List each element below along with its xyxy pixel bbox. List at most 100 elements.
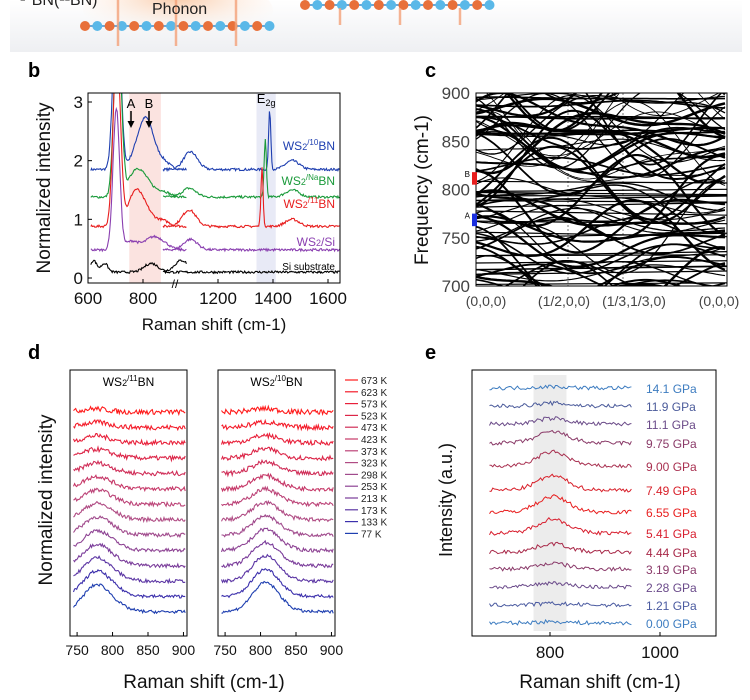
legend-label: 323 K bbox=[361, 459, 387, 470]
temperature-spectrum bbox=[72, 433, 186, 447]
phonon-band bbox=[476, 115, 726, 172]
phonon-band bbox=[476, 204, 726, 234]
y-tick-label: 1 bbox=[74, 210, 83, 229]
phonon-band bbox=[476, 132, 726, 196]
panel-label-b: b bbox=[28, 60, 41, 82]
temperature-spectrum bbox=[73, 515, 186, 539]
pressure-spectrum bbox=[489, 561, 632, 572]
series-label-part: /Na bbox=[306, 173, 319, 182]
x-tick-label: 600 bbox=[74, 289, 102, 308]
atom bbox=[80, 21, 90, 31]
subplot-title-part: WS bbox=[103, 375, 122, 389]
temperature-spectrum bbox=[221, 499, 334, 523]
atom bbox=[264, 21, 275, 31]
pressure-label: 11.1 GPa bbox=[646, 418, 696, 432]
atom bbox=[472, 0, 483, 10]
pressure-spectrum bbox=[489, 541, 632, 555]
temperature-spectrum bbox=[221, 567, 334, 599]
atom-chains bbox=[80, 0, 495, 46]
atom bbox=[116, 21, 127, 31]
temperature-spectrum bbox=[220, 446, 334, 462]
x-tick-label: 800 bbox=[129, 289, 157, 308]
temperature-spectrum bbox=[73, 459, 186, 477]
temperature-spectrum bbox=[73, 445, 186, 463]
subplot-frame bbox=[217, 369, 336, 637]
e2g-sub: 2g bbox=[265, 98, 275, 108]
y-tick-label: 700 bbox=[442, 277, 470, 296]
y-tick-label: 0 bbox=[74, 269, 83, 288]
subplot-title-part: 2 bbox=[122, 378, 127, 388]
temperature-spectrum bbox=[221, 485, 334, 508]
spectrum-line-2 bbox=[162, 167, 340, 229]
phonon-band bbox=[476, 169, 726, 254]
spectra-group bbox=[90, 93, 340, 275]
temperature-spectrum bbox=[221, 513, 334, 538]
atom bbox=[447, 0, 458, 10]
phonon-band bbox=[476, 110, 726, 180]
y-tick-label: 850 bbox=[442, 132, 470, 151]
legend-label: 623 K bbox=[361, 388, 387, 399]
phonon-band bbox=[476, 246, 726, 286]
pressure-label: 6.55 GPa bbox=[646, 506, 697, 520]
annotation-e2g: E2g bbox=[257, 91, 276, 108]
temperature-spectrum bbox=[220, 527, 334, 554]
legend-label: 253 K bbox=[361, 482, 387, 493]
subplot-title-part: BN bbox=[138, 375, 155, 389]
pressure-spectrum bbox=[489, 473, 632, 493]
pressure-label: 0.00 GPa bbox=[646, 617, 697, 631]
phonon-band bbox=[476, 93, 726, 169]
x-tick-label: 1400 bbox=[254, 289, 292, 308]
temperature-spectrum bbox=[73, 405, 186, 417]
flat-band bbox=[476, 282, 727, 286]
phonon-band bbox=[476, 245, 726, 286]
atom bbox=[324, 0, 335, 10]
temperature-spectrum bbox=[220, 431, 334, 447]
arrow-head bbox=[127, 121, 135, 128]
mode-marker-B bbox=[472, 172, 477, 185]
flat-band bbox=[476, 270, 727, 276]
atom bbox=[484, 0, 495, 10]
spectrum-line-3 bbox=[90, 106, 187, 253]
pressure-label: 4.44 GPa bbox=[646, 546, 697, 560]
subplot-title: WS2/10BN bbox=[250, 374, 302, 389]
flat-band bbox=[476, 254, 727, 257]
y-tick-label: 3 bbox=[74, 93, 83, 112]
atom bbox=[435, 0, 446, 10]
atom bbox=[336, 0, 347, 10]
spectrum-line-2 bbox=[90, 93, 187, 229]
legend-label: 473 K bbox=[361, 423, 387, 434]
phonon-band bbox=[476, 93, 721, 117]
y-tick-label: 800 bbox=[442, 181, 470, 200]
subplot-title: WS2/11BN bbox=[103, 374, 155, 389]
x-tick-label: (1/3,1/3,0) bbox=[602, 293, 666, 309]
pressure-spectrum bbox=[489, 384, 632, 391]
temperature-spectrum bbox=[73, 500, 186, 524]
x-tick-label: 900 bbox=[172, 642, 196, 658]
phonon-band bbox=[542, 93, 621, 104]
x-axis-label: Raman shift (cm-1) bbox=[123, 672, 285, 693]
material-label: ¹⁰BN(¹¹BN) bbox=[20, 0, 98, 9]
series-label-part: 2 bbox=[302, 142, 307, 152]
y-tick-label: 2 bbox=[74, 152, 83, 171]
x-tick-label: 850 bbox=[136, 642, 160, 658]
x-tick-label: (1/2,0,0) bbox=[538, 293, 590, 309]
pressure-spectrum bbox=[489, 429, 632, 446]
atom bbox=[252, 21, 263, 31]
pressure-label: 9.00 GPa bbox=[646, 460, 697, 474]
e2g-main: E bbox=[257, 91, 266, 106]
legend-label: 373 K bbox=[361, 447, 387, 458]
subplot-frame bbox=[69, 369, 188, 637]
atom bbox=[349, 0, 360, 10]
flat-band bbox=[476, 265, 727, 271]
phonon-glow bbox=[83, 0, 273, 42]
x-tick-label: 750 bbox=[65, 642, 89, 658]
temperature-spectrum bbox=[221, 458, 334, 478]
atom bbox=[166, 21, 177, 31]
plot-frame-c bbox=[475, 92, 728, 287]
e2g-highlight-band bbox=[256, 93, 276, 283]
temperature-spectrum bbox=[221, 539, 334, 569]
flat-band bbox=[476, 231, 727, 238]
series-label-part: WS bbox=[297, 235, 316, 249]
flat-band bbox=[476, 188, 727, 193]
